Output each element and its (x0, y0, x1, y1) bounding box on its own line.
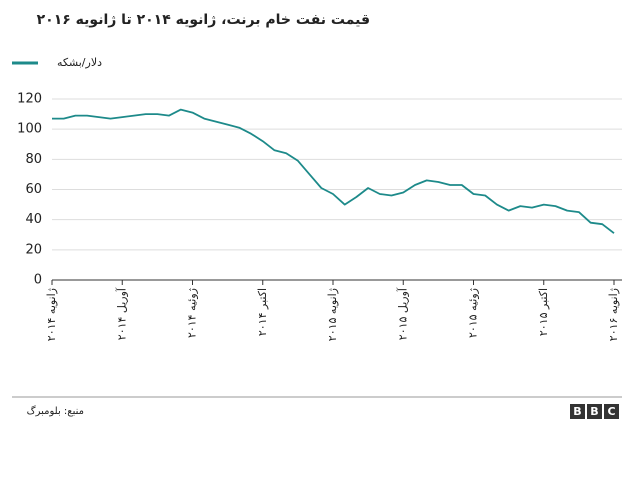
logo-letter: C (607, 405, 615, 418)
x-tick-label: ژانویه ۲۰۱۵ (326, 288, 339, 341)
x-tick-label: آوریل ۲۰۱۵ (395, 287, 409, 340)
logo-box (587, 404, 602, 419)
y-tick-label: 80 (25, 152, 42, 167)
y-tick-label: 60 (25, 182, 42, 197)
logo-box (604, 404, 619, 419)
x-tick-label: اکتبر ۲۰۱۴ (256, 288, 269, 336)
y-tick-label: 20 (25, 242, 42, 257)
logo-box (570, 404, 585, 419)
logo-letter: B (573, 405, 581, 418)
y-tick-label: 120 (17, 92, 42, 107)
x-tick-label: اکتبر ۲۰۱۵ (537, 288, 550, 336)
x-tick-label: ژوئیه ۲۰۱۴ (186, 288, 199, 338)
logo: B B C (570, 404, 619, 419)
y-tick-label: 100 (17, 122, 42, 137)
x-tick-label: آوریل ۲۰۱۴ (114, 287, 128, 340)
x-tick-label: ژوئیه ۲۰۱۵ (467, 288, 480, 338)
y-tick-label: 40 (25, 212, 42, 227)
y-tick-label: 0 (34, 273, 42, 288)
x-tick-label: ژانویه ۲۰۱۴ (45, 288, 58, 341)
chart-title: قیمت نفت خام برنت، ژانویه ۲۰۱۴ تا ژانویه… (37, 12, 370, 28)
legend-label: دلار/بشکه (57, 56, 102, 69)
source: منبع: بلومبرگ (27, 404, 84, 417)
x-tick-label: ژانویه ۲۰۱۶ (607, 288, 620, 341)
line-series (52, 108, 615, 234)
logo-letter: B (590, 405, 598, 418)
